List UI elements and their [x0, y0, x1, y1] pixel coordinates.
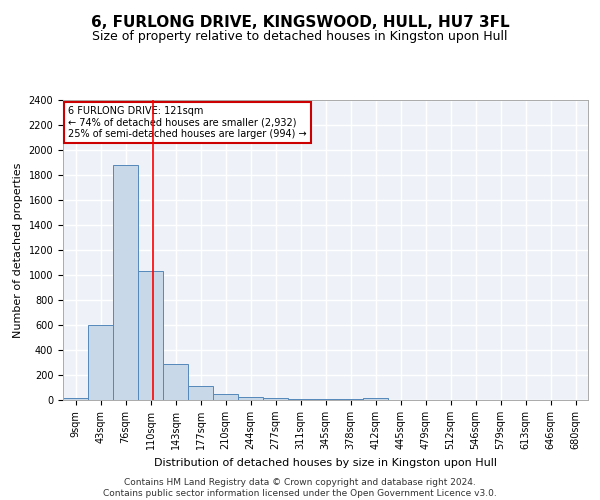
- Text: 6 FURLONG DRIVE: 121sqm
← 74% of detached houses are smaller (2,932)
25% of semi: 6 FURLONG DRIVE: 121sqm ← 74% of detache…: [68, 106, 307, 139]
- Bar: [88, 325, 113, 400]
- Bar: [163, 364, 188, 400]
- Bar: [238, 397, 263, 400]
- Bar: [138, 271, 163, 400]
- Bar: [263, 398, 288, 400]
- Text: Size of property relative to detached houses in Kingston upon Hull: Size of property relative to detached ho…: [92, 30, 508, 43]
- Bar: [363, 398, 388, 400]
- Bar: [113, 165, 138, 400]
- Text: Contains HM Land Registry data © Crown copyright and database right 2024.
Contai: Contains HM Land Registry data © Crown c…: [103, 478, 497, 498]
- Bar: [188, 386, 213, 400]
- Y-axis label: Number of detached properties: Number of detached properties: [13, 162, 23, 338]
- X-axis label: Distribution of detached houses by size in Kingston upon Hull: Distribution of detached houses by size …: [154, 458, 497, 468]
- Bar: [63, 398, 88, 400]
- Bar: [213, 394, 238, 400]
- Text: 6, FURLONG DRIVE, KINGSWOOD, HULL, HU7 3FL: 6, FURLONG DRIVE, KINGSWOOD, HULL, HU7 3…: [91, 15, 509, 30]
